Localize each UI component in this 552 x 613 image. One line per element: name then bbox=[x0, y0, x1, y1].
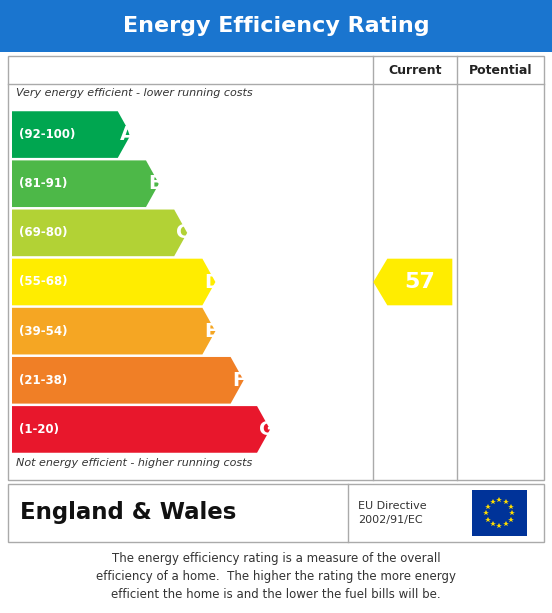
Polygon shape bbox=[12, 210, 187, 256]
Text: (55-68): (55-68) bbox=[19, 275, 68, 289]
Text: (81-91): (81-91) bbox=[19, 177, 67, 190]
Text: E: E bbox=[204, 322, 217, 341]
Text: C: C bbox=[176, 223, 190, 242]
Text: The energy efficiency rating is a measure of the overall
efficiency of a home.  : The energy efficiency rating is a measur… bbox=[96, 552, 456, 601]
Text: F: F bbox=[232, 371, 246, 390]
Text: Energy Efficiency Rating: Energy Efficiency Rating bbox=[123, 16, 429, 36]
Text: (1-20): (1-20) bbox=[19, 423, 59, 436]
Text: EU Directive
2002/91/EC: EU Directive 2002/91/EC bbox=[358, 501, 426, 525]
Text: Potential: Potential bbox=[469, 64, 532, 77]
Bar bbox=[8, 56, 544, 480]
Polygon shape bbox=[12, 406, 270, 453]
Text: (92-100): (92-100) bbox=[19, 128, 76, 141]
Polygon shape bbox=[12, 259, 215, 305]
Text: (39-54): (39-54) bbox=[19, 325, 67, 338]
Text: G: G bbox=[259, 420, 275, 439]
Text: (69-80): (69-80) bbox=[19, 226, 67, 239]
Text: (21-38): (21-38) bbox=[19, 374, 67, 387]
Text: D: D bbox=[204, 273, 221, 292]
Text: Very energy efficient - lower running costs: Very energy efficient - lower running co… bbox=[16, 88, 253, 98]
Bar bbox=[472, 490, 527, 536]
Polygon shape bbox=[12, 357, 243, 403]
Bar bbox=[8, 484, 544, 542]
Text: 57: 57 bbox=[405, 272, 436, 292]
Polygon shape bbox=[12, 161, 159, 207]
Polygon shape bbox=[12, 111, 131, 158]
Polygon shape bbox=[12, 308, 215, 354]
Bar bbox=[0, 0, 552, 52]
Text: A: A bbox=[120, 125, 135, 144]
Text: Current: Current bbox=[388, 64, 442, 77]
Text: Not energy efficient - higher running costs: Not energy efficient - higher running co… bbox=[16, 458, 252, 468]
Text: B: B bbox=[148, 174, 163, 193]
Text: England & Wales: England & Wales bbox=[20, 501, 236, 525]
Polygon shape bbox=[373, 259, 452, 305]
